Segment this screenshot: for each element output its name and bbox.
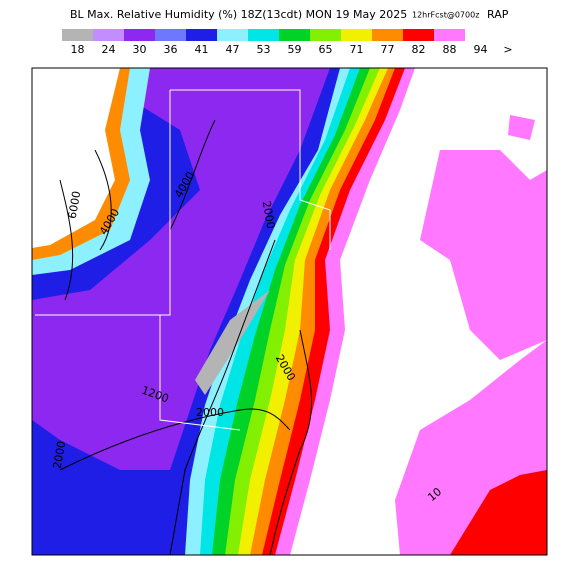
legend-label: 88: [443, 43, 457, 56]
legend-swatch: [372, 29, 403, 41]
contour-label: 6000: [66, 190, 84, 220]
legend-label: 18: [71, 43, 85, 56]
legend-swatch: [434, 29, 465, 41]
contour-label: 2000: [51, 440, 69, 470]
color-legend: 18 24 30 36 41 47 53 59 65 71 77 82 88 94 >: [62, 29, 513, 56]
legend-label: 24: [102, 43, 116, 56]
model: RAP: [487, 8, 509, 21]
legend-label: 41: [195, 43, 209, 56]
title: BL Max. Relative Humidity (%) 18Z(13cdt)…: [70, 8, 407, 21]
legend-label: 94: [474, 43, 488, 56]
legend-label: 53: [257, 43, 271, 56]
legend-label: 71: [350, 43, 364, 56]
legend-swatch: [248, 29, 279, 41]
legend-swatch: [124, 29, 155, 41]
legend-swatch: [62, 29, 93, 41]
legend-swatch: [341, 29, 372, 41]
legend-swatch: [217, 29, 248, 41]
legend-label: 30: [133, 43, 147, 56]
legend-label: 59: [288, 43, 302, 56]
map: [31, 67, 548, 556]
legend-label: 47: [226, 43, 240, 56]
contour-label: 2000: [196, 406, 224, 419]
legend-swatch: [403, 29, 434, 41]
legend-swatch: [465, 29, 496, 41]
legend-swatch: [310, 29, 341, 41]
legend-swatch: [93, 29, 124, 41]
legend-label: 65: [319, 43, 333, 56]
legend-swatch: [279, 29, 310, 41]
forecast: 12hrFcst@0700z: [412, 11, 479, 20]
legend-label: 77: [381, 43, 395, 56]
legend-swatch: [155, 29, 186, 41]
legend-swatch: [186, 29, 217, 41]
legend-label: 82: [412, 43, 426, 56]
legend-label: 36: [164, 43, 178, 56]
legend-more: >: [503, 43, 512, 56]
contour-label: 2000: [260, 200, 278, 230]
